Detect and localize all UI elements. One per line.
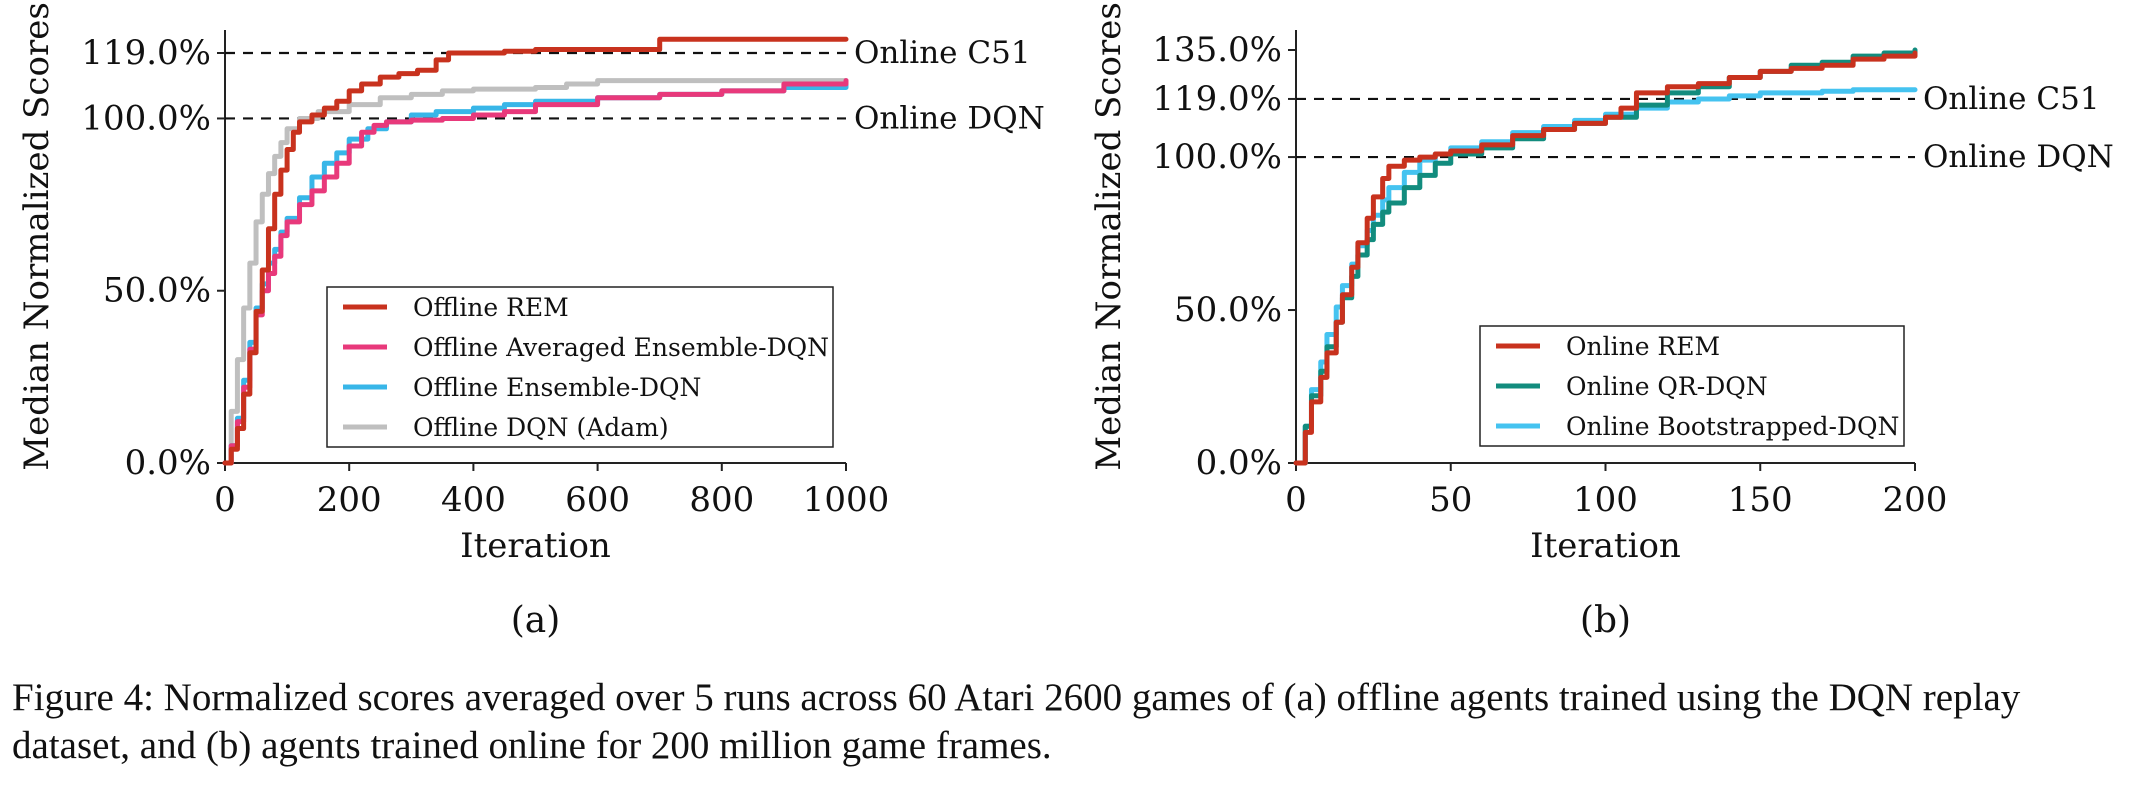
reference-line-label: Online DQN [854, 100, 1045, 136]
y-tick-label: 50.0% [1174, 290, 1282, 330]
reference-line-label: Online C51 [854, 35, 1031, 71]
legend-label: Online QR-DQN [1566, 372, 1768, 401]
reference-line-label: Online C51 [1923, 81, 2100, 117]
legend-box [326, 286, 834, 448]
legend-label: Online Bootstrapped-DQN [1566, 412, 1899, 441]
series-line [1293, 50, 1918, 466]
y-tick-label: 0.0% [125, 443, 211, 483]
y-tick-label: 119.0% [81, 33, 211, 73]
reference-line-label: Online DQN [1923, 139, 2114, 175]
legend-label: Offline REM [413, 293, 569, 322]
legend-label: Offline DQN (Adam) [413, 413, 669, 442]
x-tick-label: 50 [1429, 480, 1472, 520]
panel-label: (b) [1580, 600, 1631, 641]
x-tick-label: 150 [1728, 480, 1793, 520]
series-line [222, 36, 849, 466]
y-tick-label: 0.0% [1196, 443, 1282, 483]
x-tick-label: 1000 [803, 480, 890, 520]
x-tick-label: 0 [1285, 480, 1307, 520]
y-axis-label: Median Normalized Scores [1089, 2, 1129, 471]
figure-caption: Figure 4: Normalized scores averaged ove… [12, 676, 2021, 767]
legend-label: Offline Averaged Ensemble-DQN [413, 333, 829, 362]
y-tick-label: 119.0% [1152, 79, 1282, 119]
y-tick-label: 50.0% [103, 271, 211, 311]
x-axis-label: Iteration [460, 526, 611, 566]
x-tick-label: 0 [214, 480, 236, 520]
x-tick-label: 100 [1573, 480, 1638, 520]
panel-a-chart: 0 200 400 600 800 1000 0.0% 50.0% 100.0% 119.0% It… [17, 2, 1045, 641]
y-tick-label: 135.0% [1152, 30, 1282, 70]
legend-label: Offline Ensemble-DQN [413, 373, 701, 402]
y-tick-label: 100.0% [1152, 137, 1282, 177]
series-line [222, 78, 849, 466]
x-tick-label: 800 [689, 480, 754, 520]
x-tick-label: 600 [565, 480, 630, 520]
y-tick-label: 100.0% [81, 98, 211, 138]
panel-label: (a) [511, 600, 561, 641]
x-tick-label: 200 [1883, 480, 1948, 520]
x-axis-label: Iteration [1530, 526, 1681, 566]
panel-b-chart: 0 50 100 150 200 0.0% 50.0% 100.0% 119.0% 135.0% I… [1089, 2, 2114, 641]
x-tick-label: 200 [317, 480, 382, 520]
y-axis-label: Median Normalized Scores [17, 2, 57, 471]
legend-label: Online REM [1566, 332, 1720, 361]
legend-box [1479, 325, 1905, 447]
x-tick-label: 400 [441, 480, 506, 520]
